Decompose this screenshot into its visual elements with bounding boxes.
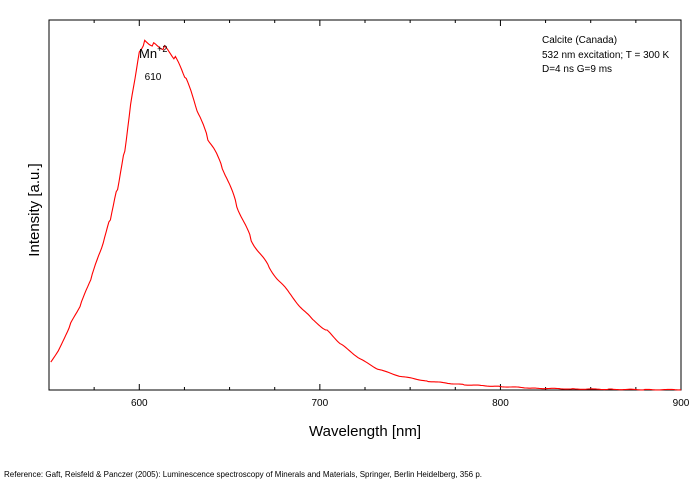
reference-citation: Reference: Gaft, Reisfeld & Panczer (200… [4, 470, 483, 479]
info-line-sample: Calcite (Canada) [542, 35, 617, 46]
series-layer [50, 39, 682, 391]
peak-ion-symbol: Mn [139, 46, 157, 61]
peak-ion-label: Mn+2 [139, 44, 167, 61]
x-tick-label: 600 [131, 398, 148, 409]
x-axis-label: Wavelength [nm] [309, 423, 421, 440]
info-line-excitation: 532 nm excitation; T = 300 K [542, 50, 670, 61]
spectrum-chart: 600 700 800 900 Wavelength [nm] Intensity [… [26, 19, 690, 440]
spectrum-line-0 [50, 39, 682, 391]
x-axis-ticks: 600 700 800 900 [93, 20, 690, 409]
y-axis-label: Intensity [a.u.] [26, 163, 43, 256]
x-tick-label: 700 [312, 398, 329, 409]
x-tick-label: 900 [673, 398, 690, 409]
x-tick-label: 800 [492, 398, 509, 409]
peak-wavelength-label: 610 [145, 72, 162, 83]
peak-ion-charge: +2 [157, 44, 167, 54]
info-line-gate: D=4 ns G=9 ms [542, 64, 612, 75]
